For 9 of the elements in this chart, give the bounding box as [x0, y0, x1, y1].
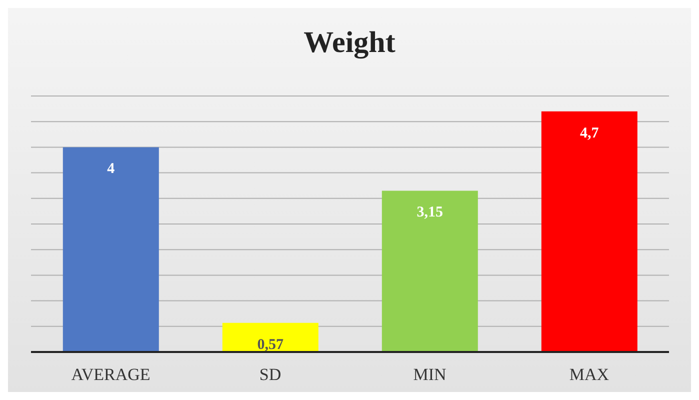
data-label: 0,57 [257, 336, 284, 353]
x-tick-label: SD [259, 365, 282, 384]
x-tick-label: MAX [569, 365, 610, 384]
x-tick-label: MIN [413, 365, 446, 384]
data-label: 4 [107, 161, 116, 178]
chart-title: Weight [302, 25, 396, 61]
data-label: 4,7 [580, 125, 600, 142]
x-tick-label: AVERAGE [71, 365, 150, 384]
data-label: 3,15 [416, 204, 444, 221]
